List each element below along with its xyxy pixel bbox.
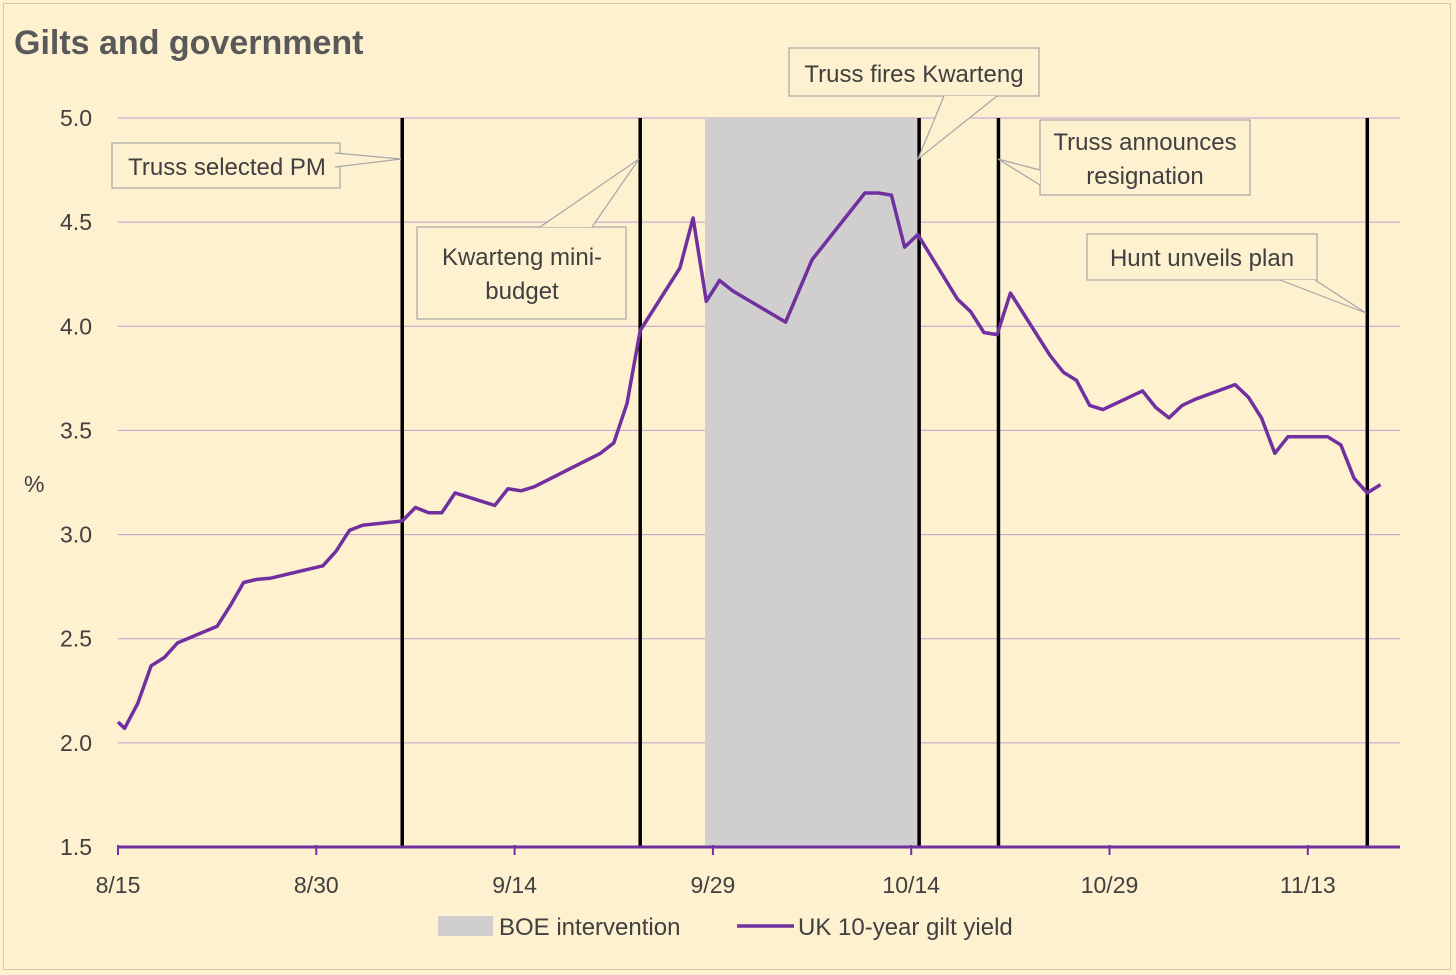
callout-box [111,142,341,189]
callout-text: budget [485,278,559,305]
x-tick-label: 9/14 [492,872,537,898]
callout-pointer [1279,279,1367,314]
x-tick-label: 10/29 [1081,872,1139,898]
callout-text: Truss selected PM [128,154,326,181]
callout-text: Hunt unveils plan [1110,245,1294,272]
y-tick-label: 3.0 [60,522,92,548]
y-tick-label: 4.5 [60,209,92,235]
x-tick-label: 10/14 [882,872,940,898]
callout-text: resignation [1086,163,1203,190]
legend: BOE intervention UK 10-year gilt yield [438,914,1013,941]
y-tick-label: 2.5 [60,626,92,652]
x-tick-label: 11/13 [1280,872,1336,898]
callout-pointer [916,95,998,161]
y-tick-label: 3.5 [60,417,92,443]
callout-text: Kwarteng mini- [442,244,602,271]
legend-shade-label: BOE intervention [499,914,680,941]
y-axis-label: % [24,471,44,497]
series-layer [116,191,1382,731]
callout-box [788,47,1040,97]
callout-pointer [539,158,640,228]
annotation-layer: Truss selected PM Kwarteng mini-budget Tru… [111,47,1367,320]
boe-shade-layer [704,118,920,847]
callout-box [1039,119,1251,196]
chart-title: Gilts and government [14,24,364,62]
axes: 1.5 2.0 2.5 3.0 3.5 4.0 4.5 5.0 8/15 8/30 9/14 9/29… [60,105,1400,898]
boe-intervention-shade [704,118,920,847]
y-tick-label: 1.5 [60,834,92,860]
legend-shade-swatch [438,916,493,936]
legend-line-label: UK 10-year gilt yield [798,914,1013,941]
y-tick-label: 4.0 [60,313,92,339]
callout-pointer [997,158,1041,186]
callout-text: Truss announces [1053,129,1236,156]
y-tick-label: 2.0 [60,730,92,756]
x-tick-label: 9/29 [691,872,736,898]
callout-box [1086,233,1318,281]
callout-text: Truss fires Kwarteng [804,61,1023,88]
gilt-yield-line [116,191,1382,731]
x-tick-label: 8/15 [96,872,141,898]
y-tick-label: 5.0 [60,105,92,131]
x-tick-label: 8/30 [294,872,339,898]
callout-pointer [334,152,402,168]
callout-box [416,226,627,320]
